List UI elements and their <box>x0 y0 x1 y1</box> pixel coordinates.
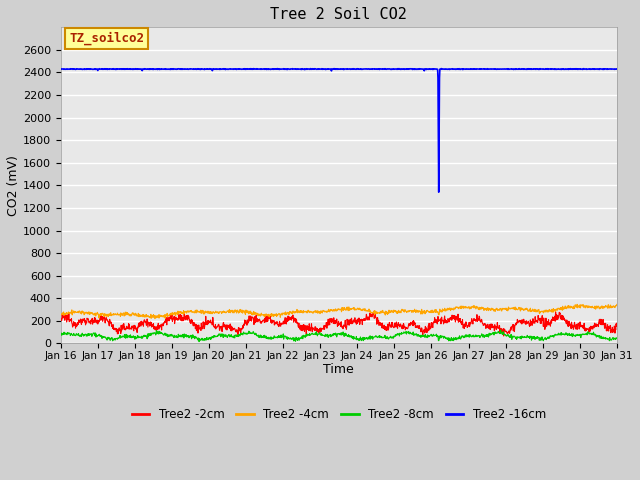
Legend: Tree2 -2cm, Tree2 -4cm, Tree2 -8cm, Tree2 -16cm: Tree2 -2cm, Tree2 -4cm, Tree2 -8cm, Tree… <box>127 403 550 426</box>
Title: Tree 2 Soil CO2: Tree 2 Soil CO2 <box>270 7 407 22</box>
Text: TZ_soilco2: TZ_soilco2 <box>69 31 144 45</box>
Y-axis label: CO2 (mV): CO2 (mV) <box>7 155 20 216</box>
X-axis label: Time: Time <box>323 362 354 375</box>
